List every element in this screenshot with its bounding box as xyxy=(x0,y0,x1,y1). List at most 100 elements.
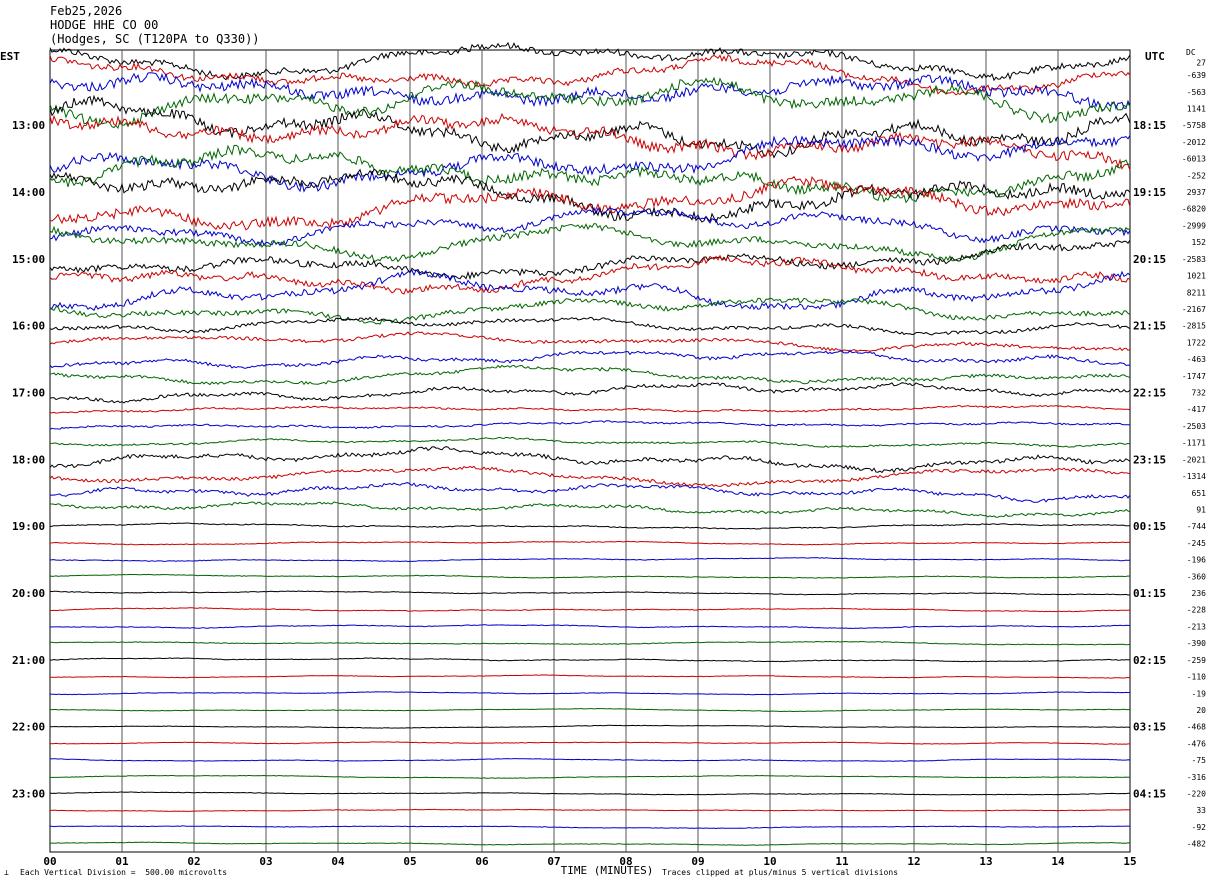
dc-offset-value: -19 xyxy=(1192,689,1207,698)
dc-offset-value: 91 xyxy=(1196,505,1206,514)
trace-line xyxy=(49,144,1131,204)
dc-offset-value: -2999 xyxy=(1182,221,1206,230)
trace-line xyxy=(49,206,1131,248)
trace-line xyxy=(49,94,1131,159)
x-tick-label: 04 xyxy=(331,855,345,868)
dc-offset-value: 27 xyxy=(1196,58,1206,67)
trace-line xyxy=(49,331,1131,353)
trace-line xyxy=(50,640,1131,646)
dc-offset-value: -316 xyxy=(1187,773,1206,782)
plot-frame xyxy=(49,49,1131,853)
scale-note-icon: ⟂ xyxy=(4,868,9,877)
dc-offset-value: -482 xyxy=(1187,840,1206,849)
trace-line xyxy=(49,349,1131,369)
right-hour-label: 02:15 xyxy=(1133,654,1166,667)
trace-line xyxy=(49,436,1131,448)
x-tick-label: 05 xyxy=(403,855,416,868)
dc-offset-value: -196 xyxy=(1187,556,1206,565)
trace-line xyxy=(49,112,1131,171)
trace-line xyxy=(49,482,1131,503)
dc-offset-value: -92 xyxy=(1192,823,1207,832)
x-tick-label: 01 xyxy=(115,855,129,868)
trace-line xyxy=(49,168,1131,224)
dc-offset-value: -1314 xyxy=(1182,472,1206,481)
right-hour-label: 00:15 xyxy=(1133,520,1166,533)
dc-offset-value: -468 xyxy=(1187,723,1206,732)
trace-line xyxy=(49,420,1131,430)
dc-offset-value: -2503 xyxy=(1182,422,1206,431)
dc-offset-value: 33 xyxy=(1196,806,1206,815)
station-location: (Hodges, SC (T120PA to Q330)) xyxy=(50,32,260,46)
trace-line xyxy=(49,297,1131,325)
dc-offset-value: -417 xyxy=(1187,405,1206,414)
dc-offset-value: -1747 xyxy=(1182,372,1206,381)
scale-note: Each Vertical Division = 500.00 microvol… xyxy=(20,868,228,877)
dc-offset-value: -252 xyxy=(1187,171,1206,180)
dc-offset-value: 20 xyxy=(1196,706,1206,715)
dc-offset-value: -259 xyxy=(1187,656,1206,665)
left-hour-label: 17:00 xyxy=(12,387,45,400)
left-hour-label: 23:00 xyxy=(12,788,45,801)
left-hour-label: 22:00 xyxy=(12,721,45,734)
x-tick-label: 09 xyxy=(691,855,704,868)
dc-offset-value: 2937 xyxy=(1187,188,1206,197)
right-hour-label: 20:15 xyxy=(1133,253,1166,266)
left-hour-label: 14:00 xyxy=(12,186,45,199)
right-hour-label: 21:15 xyxy=(1133,320,1166,333)
dc-offset-value: -463 xyxy=(1187,355,1206,364)
trace-line xyxy=(49,624,1131,629)
dc-offset-value: 1722 xyxy=(1187,338,1206,347)
clip-note: Traces clipped at plus/minus 5 vertical … xyxy=(662,868,899,877)
left-hour-label: 20:00 xyxy=(12,587,45,600)
trace-line xyxy=(49,316,1131,336)
right-hour-label: 01:15 xyxy=(1133,587,1166,600)
dc-offset-value: 1021 xyxy=(1187,272,1206,281)
trace-line xyxy=(49,540,1131,546)
x-tick-label: 03 xyxy=(259,855,272,868)
dc-offset-value: -360 xyxy=(1187,572,1206,581)
trace-line xyxy=(49,724,1131,729)
trace-line xyxy=(49,791,1131,796)
trace-line xyxy=(49,76,1131,130)
left-hour-label: 16:00 xyxy=(12,320,45,333)
trace-line xyxy=(49,72,1131,111)
trace-line xyxy=(49,557,1131,563)
right-hour-label: 04:15 xyxy=(1133,788,1166,801)
dc-offset-value: -5758 xyxy=(1182,121,1206,130)
trace-line xyxy=(49,691,1131,696)
trace-line xyxy=(49,841,1131,846)
left-hour-label: 15:00 xyxy=(12,253,45,266)
dc-offset-value: -110 xyxy=(1187,673,1206,682)
dc-offset-value: -213 xyxy=(1187,622,1206,631)
left-axis-label: EST xyxy=(0,50,20,63)
dc-offset-value: -6820 xyxy=(1182,205,1206,214)
dc-offset-value: -639 xyxy=(1187,71,1206,80)
trace-line xyxy=(49,382,1131,404)
x-tick-label: 15 xyxy=(1123,855,1136,868)
trace-line xyxy=(49,674,1131,679)
x-tick-label: 07 xyxy=(547,855,560,868)
x-tick-label: 06 xyxy=(475,855,489,868)
trace-line xyxy=(49,239,1131,281)
dc-offset-value: -2167 xyxy=(1182,305,1206,314)
x-tick-label: 02 xyxy=(187,855,200,868)
dc-offset-value: -2815 xyxy=(1182,322,1206,331)
trace-line xyxy=(50,607,1131,613)
right-axis-label: UTC xyxy=(1145,50,1165,63)
dc-offset-value: -2583 xyxy=(1182,255,1206,264)
dc-offset-value: -744 xyxy=(1187,522,1206,531)
right-hour-label: 03:15 xyxy=(1133,721,1166,734)
right-hour-label: 19:15 xyxy=(1133,186,1166,199)
trace-line xyxy=(49,465,1131,488)
trace-line xyxy=(49,774,1131,779)
trace-line xyxy=(49,825,1131,830)
x-tick-label: 00 xyxy=(43,855,56,868)
trace-line xyxy=(49,364,1131,386)
trace-line xyxy=(49,741,1130,745)
trace-line xyxy=(49,135,1131,193)
dc-offset-value: -2021 xyxy=(1182,455,1206,464)
dc-offset-value: -476 xyxy=(1187,739,1206,748)
dc-offset-value: -1171 xyxy=(1182,439,1206,448)
trace-line xyxy=(49,446,1131,474)
dc-offset-value: -6013 xyxy=(1182,155,1206,164)
